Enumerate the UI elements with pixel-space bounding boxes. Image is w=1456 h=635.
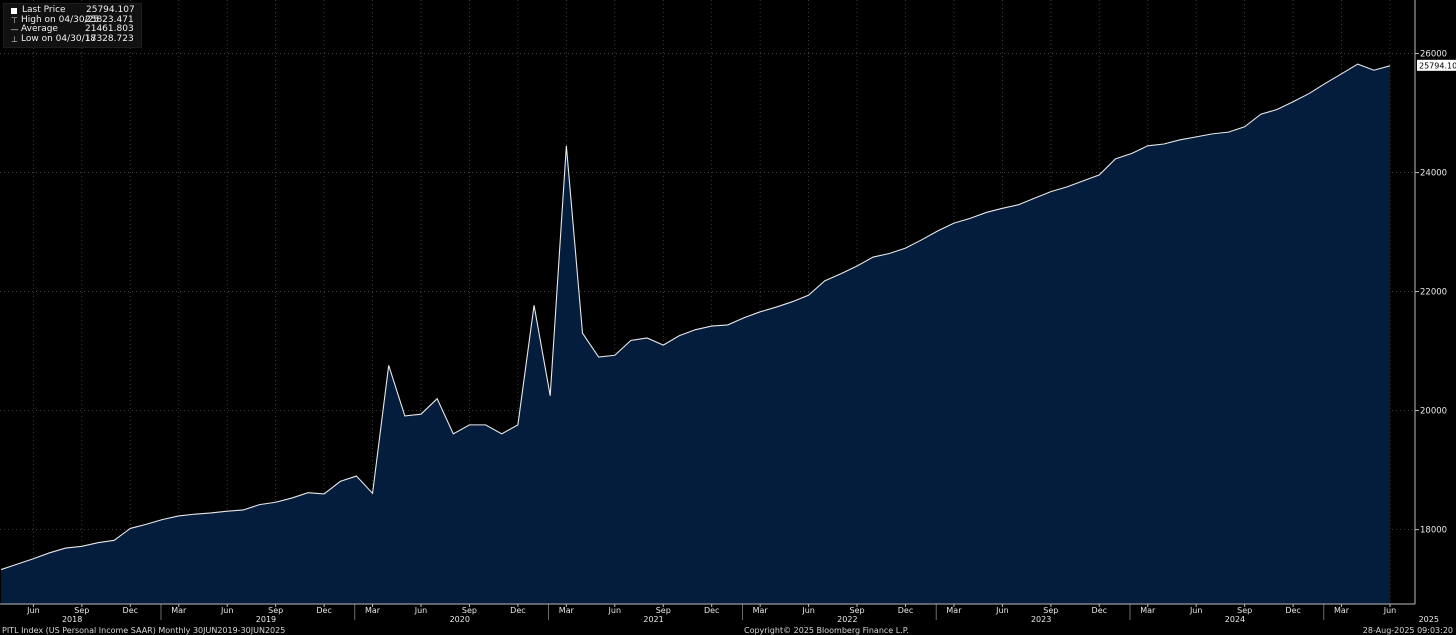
x-tick-label: Jun xyxy=(1383,606,1397,615)
square-icon xyxy=(11,8,17,14)
series-line xyxy=(0,63,1391,571)
x-tick-label: Sep xyxy=(656,606,671,615)
footer-timestamp: 28-Aug-2025 09:03:20 xyxy=(1362,626,1453,635)
x-tick-label: Jun xyxy=(26,606,40,615)
year-label: 2020 xyxy=(450,615,470,624)
x-tick-label: Jun xyxy=(220,606,234,615)
x-tick-label: Mar xyxy=(753,606,769,615)
x-tick-label: Dec xyxy=(316,606,331,615)
average-marker-icon: — xyxy=(10,25,19,34)
x-tick-label: Mar xyxy=(365,606,381,615)
x-tick-label: Jun xyxy=(1189,606,1203,615)
x-tick-label: Sep xyxy=(1237,606,1252,615)
legend-low: ⊥ Low on 04/30/18 17328.723 xyxy=(11,33,134,44)
last-value-label: 25794.107 xyxy=(1419,61,1456,70)
year-label: 2025 xyxy=(1419,615,1439,624)
x-tick-label: Sep xyxy=(1043,606,1058,615)
axes xyxy=(0,0,1419,620)
x-tick-label: Sep xyxy=(850,606,865,615)
legend-last-price: Last Price 25794.107 xyxy=(10,5,135,16)
series-area xyxy=(1,64,1391,605)
x-tick-label: Jun xyxy=(801,606,815,615)
chart-legend: Last Price 25794.107 ⊤ High on 04/30/25 … xyxy=(3,3,142,48)
last-value-box xyxy=(1417,59,1456,71)
x-tick-label: Dec xyxy=(510,606,525,615)
y-tick-label: 24000 xyxy=(1420,169,1447,179)
x-tick-label: Jun xyxy=(995,606,1009,615)
x-tick-label: Jun xyxy=(414,606,428,615)
x-tick-label: Sep xyxy=(462,606,477,615)
year-label: 2018 xyxy=(62,615,82,624)
legend-average: — Average 21461.803 xyxy=(10,24,134,34)
year-label: 2019 xyxy=(256,615,276,624)
tick-labels: 18000 20000 22000 24000 26000 Jun Sep Dec Mar Jun… xyxy=(26,50,1456,624)
grid-lines xyxy=(0,0,1415,604)
year-label: 2022 xyxy=(837,615,857,624)
x-tick-label: Mar xyxy=(1334,606,1350,615)
x-tick-label: Dec xyxy=(123,606,138,615)
x-tick-label: Sep xyxy=(74,606,89,615)
y-tick-label: 26000 xyxy=(1420,50,1447,60)
year-label: 2023 xyxy=(1031,615,1051,624)
x-tick-label: Dec xyxy=(1092,606,1107,615)
year-label: 2024 xyxy=(1225,615,1245,624)
x-tick-label: Dec xyxy=(1285,606,1300,615)
y-tick-label: 22000 xyxy=(1420,288,1447,298)
legend-high: ⊤ High on 04/30/25 25823.471 xyxy=(11,14,134,25)
x-tick-label: Sep xyxy=(268,606,283,615)
x-tick-label: Mar xyxy=(946,606,962,615)
x-tick-label: Jun xyxy=(608,606,622,615)
x-tick-label: Mar xyxy=(1140,606,1156,615)
y-tick-label: 20000 xyxy=(1420,407,1447,417)
x-tick-label: Dec xyxy=(898,606,913,615)
x-tick-label: Dec xyxy=(704,606,719,615)
y-tick-label: 18000 xyxy=(1420,526,1447,536)
high-marker-icon: ⊤ xyxy=(11,15,18,25)
x-tick-label: Mar xyxy=(559,606,575,615)
low-marker-icon: ⊥ xyxy=(11,34,18,44)
footer-copyright: Copyright© 2025 Bloomberg Finance L.P. xyxy=(744,626,909,635)
x-tick-label: Mar xyxy=(171,606,187,615)
footer-source: PITL Index (US Personal Income SAAR) Mon… xyxy=(2,626,286,635)
year-label: 2021 xyxy=(643,615,663,624)
